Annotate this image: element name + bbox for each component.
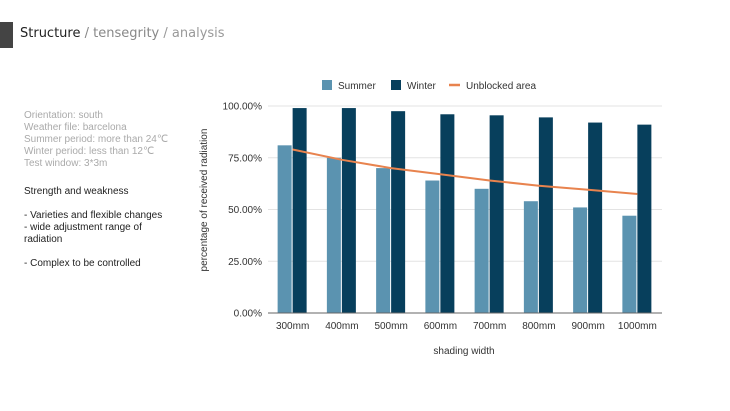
info-line: Winter period: less than 12℃: [24, 146, 155, 157]
note-line: - Complex to be controlled: [24, 258, 141, 269]
x-tick-label: 800mm: [522, 321, 555, 332]
y-tick-label: 0.00%: [234, 309, 262, 320]
breadcrumb-tensegrity: tensegrity: [93, 26, 160, 41]
x-axis-label: shading width: [433, 346, 494, 357]
info-line: Summer period: more than 24℃: [24, 134, 169, 145]
line-unblocked-area: [292, 148, 638, 195]
notes-heading: Strength and weakness: [24, 186, 129, 197]
note-line: - wide adjustment range of: [24, 222, 142, 233]
bar-winter: [391, 111, 406, 313]
bar-summer: [474, 188, 489, 313]
bar-summer: [523, 201, 538, 313]
breadcrumb-separator: /: [159, 26, 172, 41]
x-tick-label: 600mm: [424, 321, 457, 332]
info-line: Test window: 3*3m: [24, 158, 108, 169]
note-line: - Varieties and flexible changes: [24, 210, 163, 221]
bar-winter: [440, 114, 455, 313]
y-tick-label: 100.00%: [223, 102, 263, 113]
bar-winter: [588, 122, 603, 313]
section-marker: [0, 22, 13, 48]
bar-winter: [489, 115, 504, 313]
bar-summer: [622, 215, 637, 313]
bar-winter: [637, 124, 652, 313]
y-tick-label: 25.00%: [228, 257, 262, 268]
bar-winter: [538, 117, 553, 313]
x-tick-label: 500mm: [374, 321, 407, 332]
breadcrumb-analysis: analysis: [171, 26, 225, 41]
info-line: Orientation: south: [24, 110, 103, 121]
bar-summer: [326, 157, 341, 313]
note-line: radiation: [24, 234, 63, 245]
y-tick-label: 75.00%: [228, 153, 262, 164]
bar-winter: [341, 108, 356, 313]
breadcrumb: Structure / tensegrity / analysis: [20, 26, 225, 41]
legend-summer-swatch: [322, 80, 332, 90]
x-tick-label: 900mm: [571, 321, 604, 332]
x-tick-label: 400mm: [325, 321, 358, 332]
y-axis-label: percentage of received radiation: [199, 129, 210, 272]
bar-summer: [425, 180, 440, 313]
info-line: Weather file: barcelona: [24, 122, 127, 133]
bar-summer: [376, 168, 391, 313]
x-tick-label: 300mm: [276, 321, 309, 332]
y-tick-label: 50.00%: [228, 205, 262, 216]
strength-weakness-notes: Strength and weakness - Varieties and fl…: [24, 186, 162, 270]
legend-line-label: Unblocked area: [466, 81, 536, 92]
bar-winter: [292, 108, 307, 313]
legend-summer-label: Summer: [338, 81, 376, 92]
legend-winter-label: Winter: [407, 81, 437, 92]
x-tick-label: 700mm: [473, 321, 506, 332]
x-tick-label: 1000mm: [618, 321, 657, 332]
bar-summer: [573, 207, 588, 313]
legend-winter-swatch: [391, 80, 401, 90]
breadcrumb-separator: /: [80, 26, 94, 41]
bar-summer: [277, 145, 292, 313]
breadcrumb-structure: Structure: [20, 26, 81, 41]
test-parameters: Orientation: south Weather file: barcelo…: [24, 110, 168, 170]
